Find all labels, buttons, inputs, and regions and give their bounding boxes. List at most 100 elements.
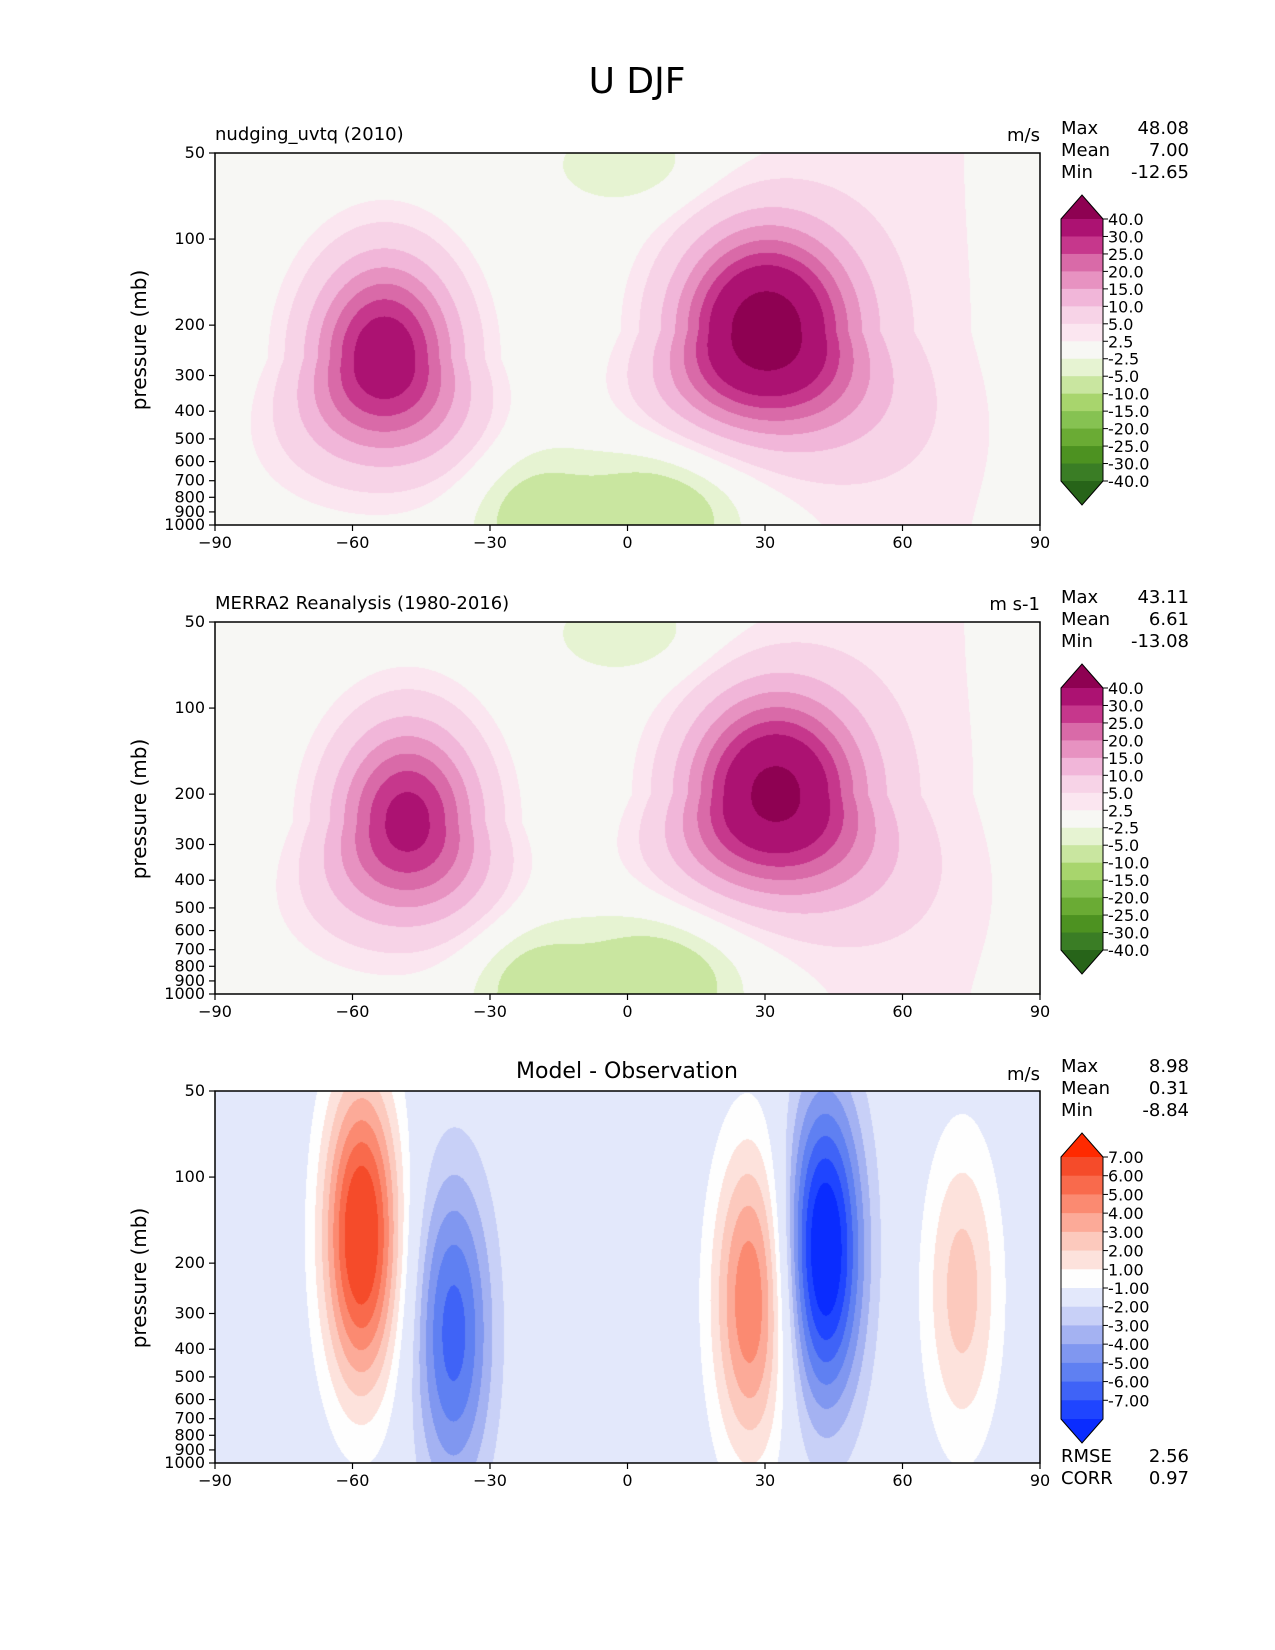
colorbar-segment: [1061, 411, 1103, 430]
y-tick-label: 600: [174, 1390, 205, 1409]
colorbar-tick-label: 40.0: [1108, 210, 1144, 229]
colorbar-segment: [1061, 688, 1103, 706]
panel-title: nudging_uvtq (2010): [215, 124, 404, 145]
colorbar-tick-label: 20.0: [1108, 262, 1144, 281]
colorbar-segment: [1061, 757, 1103, 776]
colorbar-segment: [1061, 393, 1103, 412]
colorbar-outline: [1060, 1132, 1104, 1444]
colorbar-segment: [1061, 358, 1103, 377]
stat-mean-label: Mean: [1061, 1078, 1110, 1099]
colorbar-segment: [1061, 1306, 1103, 1326]
colorbar-segment: [1061, 253, 1103, 272]
colorbar-tick-label: -30.0: [1108, 924, 1149, 943]
colorbar-tick-label: 15.0: [1108, 749, 1144, 768]
colorbar-segment: [1061, 845, 1103, 864]
stat-min-value: -13.08: [1131, 631, 1189, 652]
y-tick-label: 300: [174, 365, 205, 384]
figure-title: U DJF: [589, 61, 686, 102]
x-tick-label: −60: [336, 533, 370, 552]
colorbar-tick-label: 25.0: [1108, 714, 1144, 733]
y-tick-label: 300: [174, 1303, 205, 1322]
colorbar-tick-label: -2.5: [1108, 819, 1139, 838]
colorbar-segment: [1061, 341, 1103, 360]
x-tick-label: −30: [473, 1002, 507, 1021]
contour-field: [215, 153, 1040, 525]
colorbar-segment: [1061, 1288, 1103, 1308]
colorbar-segment: [1061, 323, 1103, 342]
colorbar-tick-label: 5.00: [1108, 1185, 1144, 1204]
colorbar-segment: [1061, 446, 1103, 465]
colorbar-extend-max: [1061, 1133, 1103, 1157]
y-tick-label: 50: [185, 143, 205, 162]
colorbar-tick-label: -20.0: [1108, 420, 1149, 439]
colorbar-segment: [1061, 705, 1103, 724]
stat-max-label: Max: [1061, 118, 1099, 139]
colorbar-tick-label: 30.0: [1108, 227, 1144, 246]
stat-rmse-value: 2.56: [1149, 1446, 1189, 1467]
y-tick-label: 300: [174, 834, 205, 853]
colorbar-tick-label: -15.0: [1108, 871, 1149, 890]
colorbar-segment: [1061, 1213, 1103, 1233]
colorbar-tick-label: 2.00: [1108, 1242, 1144, 1261]
stat-mean-label: Mean: [1061, 609, 1110, 630]
colorbar-segment: [1061, 271, 1103, 290]
colorbar-segment: [1061, 740, 1103, 759]
colorbar-extend-min: [1061, 950, 1103, 974]
y-axis-label: pressure (mb): [127, 270, 151, 411]
colorbar-tick-label: -10.0: [1108, 385, 1149, 404]
colorbar-tick-label: -1.00: [1108, 1279, 1149, 1298]
colorbar-tick-label: -40.0: [1108, 472, 1149, 491]
y-tick-label: 700: [174, 471, 205, 490]
colorbar-extend-max: [1061, 664, 1103, 688]
stat-min-label: Min: [1061, 162, 1093, 183]
x-tick-label: 90: [1030, 533, 1050, 552]
colorbar-segment: [1061, 1400, 1103, 1420]
y-tick-label: 400: [174, 1339, 205, 1358]
y-tick-label: 500: [174, 898, 205, 917]
colorbar-segment: [1061, 1269, 1103, 1289]
colorbar-extend-min: [1061, 481, 1103, 505]
panel-units: m s-1: [989, 594, 1040, 615]
panel-difference: Model - Observation m/s Max 8.98 Mean 0.…: [127, 1056, 1189, 1490]
y-tick-label: 200: [174, 315, 205, 334]
stat-mean-label: Mean: [1061, 140, 1110, 161]
colorbar-tick-label: -2.00: [1108, 1298, 1149, 1317]
stat-max-label: Max: [1061, 1056, 1099, 1077]
colorbar-tick-label: -6.00: [1108, 1373, 1149, 1392]
colorbar-tick-label: -30.0: [1108, 455, 1149, 474]
contour-field: [215, 622, 1040, 994]
y-tick-label: 100: [174, 229, 205, 248]
colorbar-segment: [1061, 915, 1103, 934]
contour-field: [215, 1091, 1040, 1463]
colorbar-tick-label: 5.0: [1108, 784, 1133, 803]
stat-min-value: -12.65: [1131, 162, 1189, 183]
y-tick-label: 50: [185, 612, 205, 631]
colorbar-segment: [1061, 1381, 1103, 1401]
colorbar-segment: [1061, 1194, 1103, 1214]
y-tick-label: 400: [174, 401, 205, 420]
colorbar-tick-label: 7.00: [1108, 1148, 1144, 1167]
panel-units: m/s: [1007, 125, 1040, 146]
colorbar-tick-label: -5.0: [1108, 367, 1139, 386]
colorbar-segment: [1061, 1344, 1103, 1364]
colorbar-tick-label: 5.0: [1108, 315, 1133, 334]
colorbar-tick-label: 20.0: [1108, 731, 1144, 750]
y-tick-label: 900: [174, 502, 205, 521]
colorbar-segment: [1061, 897, 1103, 916]
stat-min-value: -8.84: [1142, 1100, 1189, 1121]
colorbar-tick-label: -40.0: [1108, 941, 1149, 960]
panel-reference: MERRA2 Reanalysis (1980-2016) m s-1 Max …: [127, 587, 1189, 1021]
colorbar-tick-label: -20.0: [1108, 889, 1149, 908]
x-tick-label: 60: [892, 1471, 912, 1490]
x-tick-label: 60: [892, 1002, 912, 1021]
y-axis-label: pressure (mb): [127, 1208, 151, 1349]
x-tick-label: 30: [755, 1002, 775, 1021]
stat-mean-value: 7.00: [1149, 140, 1189, 161]
colorbar-tick-label: 4.00: [1108, 1204, 1144, 1223]
y-tick-label: 1000: [164, 1453, 205, 1472]
colorbar-tick-label: 40.0: [1108, 679, 1144, 698]
colorbar-segment: [1061, 376, 1103, 395]
y-tick-label: 200: [174, 1253, 205, 1272]
y-axis-label: pressure (mb): [127, 739, 151, 880]
